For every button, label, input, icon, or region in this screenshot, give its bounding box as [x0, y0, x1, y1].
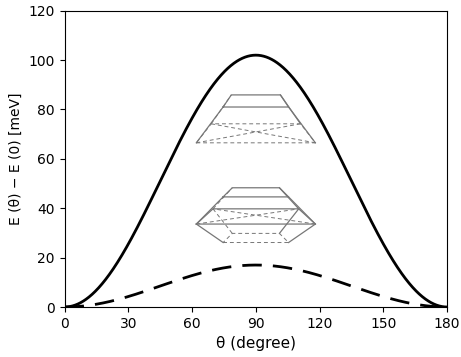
X-axis label: θ (degree): θ (degree)	[216, 336, 296, 351]
Y-axis label: E (θ) − E (0) [meV]: E (θ) − E (0) [meV]	[9, 92, 23, 225]
